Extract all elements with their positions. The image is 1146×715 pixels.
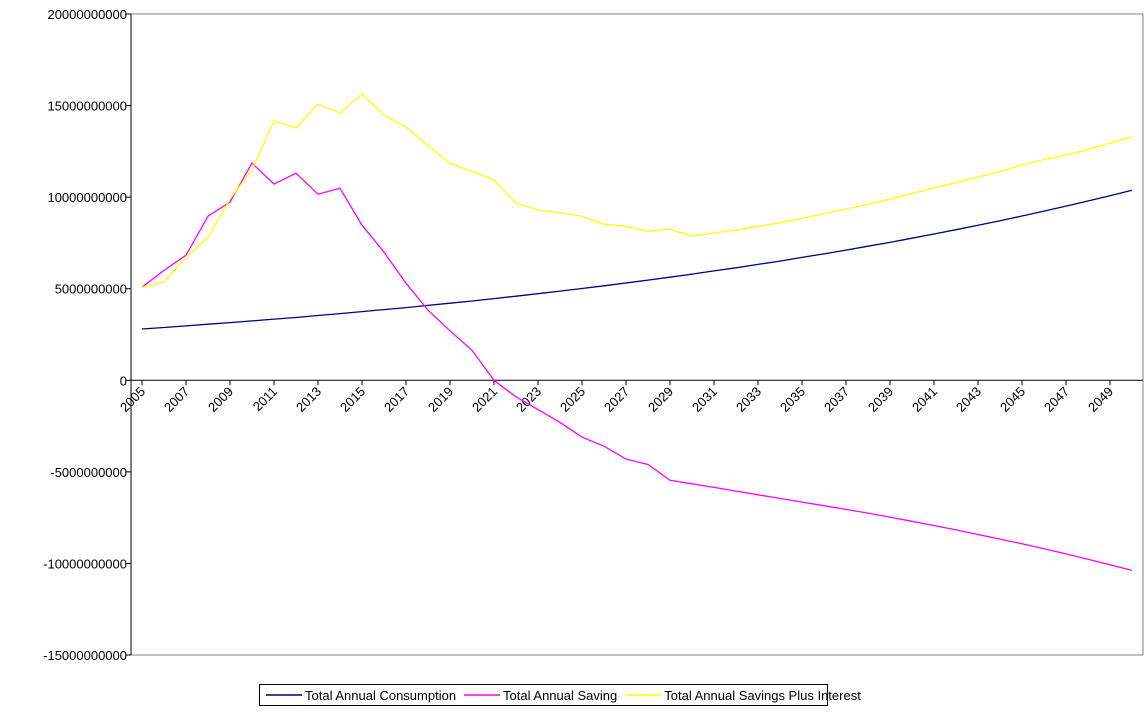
x-tick-label: 2035	[777, 384, 808, 415]
x-tick-label: 2029	[645, 384, 676, 415]
y-tick-label: 5000000000	[55, 282, 127, 297]
x-tick-label: 2037	[821, 384, 852, 415]
x-tick-label: 2021	[469, 384, 500, 415]
x-tick-label: 2033	[733, 384, 764, 415]
legend-label: Total Annual Consumption	[305, 688, 456, 703]
y-tick-label: 0	[120, 373, 127, 388]
x-tick-label: 2017	[381, 384, 412, 415]
x-tick-label: 2015	[337, 384, 368, 415]
legend-label: Total Annual Savings Plus Interest	[664, 688, 861, 703]
x-tick-label: 2013	[293, 384, 324, 415]
x-tick-label: 2031	[689, 384, 720, 415]
series-line	[141, 93, 1133, 288]
x-tick-label: 2039	[865, 384, 896, 415]
y-tick-label: -5000000000	[50, 465, 127, 480]
series-line	[141, 162, 1133, 572]
x-tick-label: 2047	[1041, 384, 1072, 415]
y-tick-label: 20000000000	[47, 7, 127, 22]
x-tick-label: 2041	[909, 384, 940, 415]
legend-box	[259, 684, 828, 706]
x-tick-label: 2019	[425, 384, 456, 415]
plot-frame	[130, 13, 1144, 656]
x-tick-label: 2025	[557, 384, 588, 415]
y-tick-label: 15000000000	[47, 99, 127, 114]
y-tick-label: 10000000000	[47, 190, 127, 205]
series-line	[141, 189, 1133, 330]
x-tick-label: 2011	[250, 384, 280, 414]
x-tick-label: 2007	[161, 384, 192, 415]
x-tick-label: 2005	[117, 384, 148, 415]
x-tick-label: 2045	[997, 384, 1028, 415]
y-tick-label: -15000000000	[43, 648, 127, 663]
y-tick-label: -10000000000	[43, 556, 127, 571]
x-tick-label: 2009	[205, 384, 236, 415]
legend-label: Total Annual Saving	[503, 688, 617, 703]
x-tick-label: 2027	[601, 384, 632, 415]
x-tick-label: 2043	[953, 384, 984, 415]
x-tick-label: 2049	[1085, 384, 1116, 415]
